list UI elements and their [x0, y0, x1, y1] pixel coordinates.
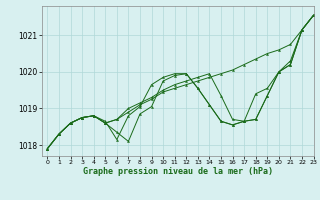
- X-axis label: Graphe pression niveau de la mer (hPa): Graphe pression niveau de la mer (hPa): [83, 167, 273, 176]
